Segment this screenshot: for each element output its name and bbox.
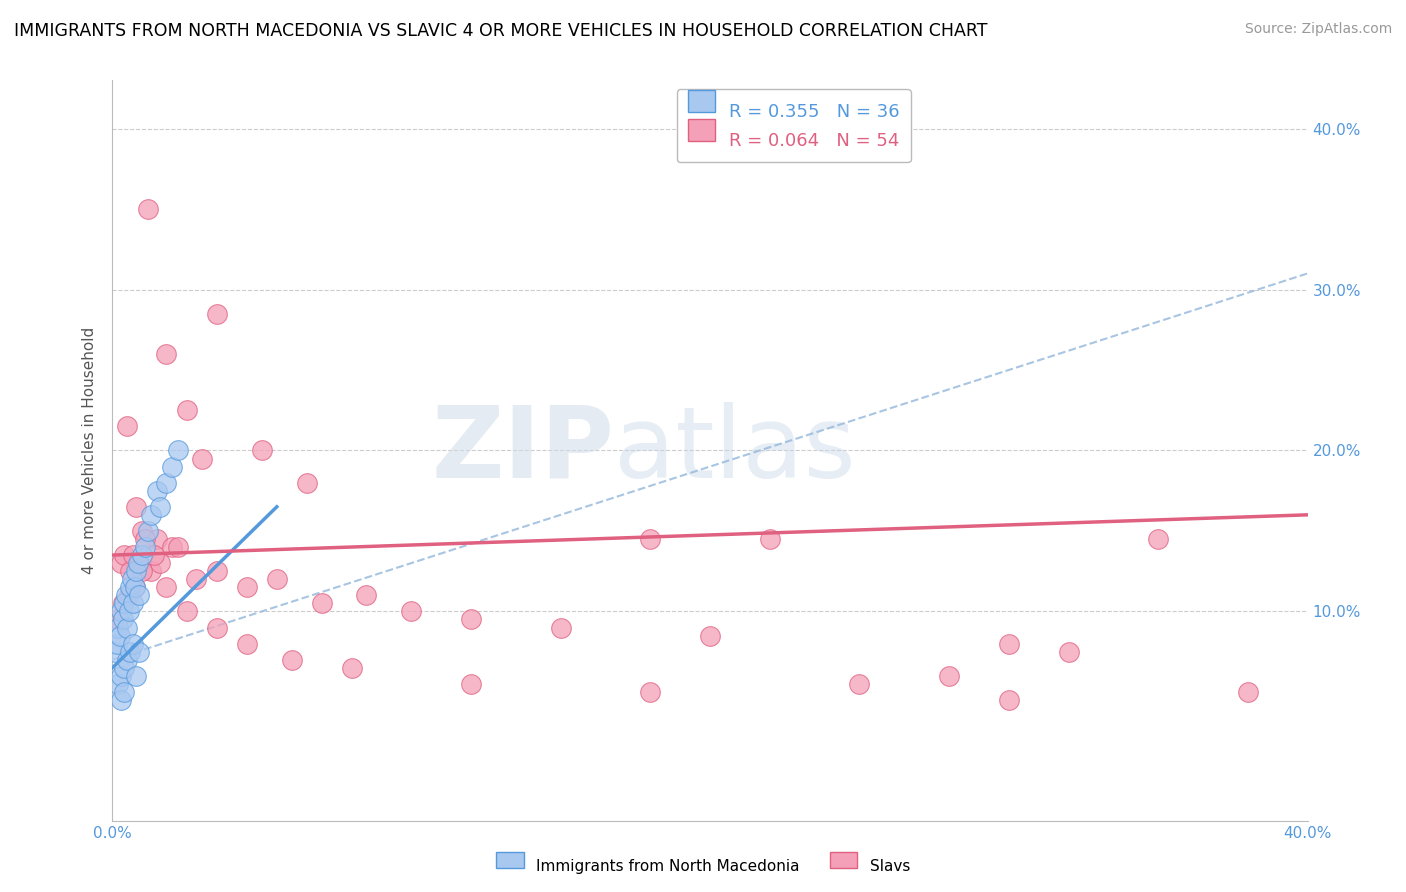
Point: [121, 572, 143, 586]
Point: [295, 475, 318, 490]
Point: [122, 548, 145, 562]
Point: [107, 620, 129, 634]
Point: [162, 459, 183, 474]
Point: [122, 596, 145, 610]
Point: [1237, 685, 1260, 699]
Point: [236, 580, 259, 594]
Point: [138, 202, 160, 216]
Point: [114, 661, 135, 675]
Point: [122, 637, 145, 651]
Point: [131, 564, 153, 578]
Point: [118, 588, 141, 602]
Point: [107, 677, 129, 691]
Point: [125, 564, 148, 578]
Point: [356, 588, 378, 602]
Point: [266, 572, 288, 586]
Point: [460, 612, 482, 626]
Point: [146, 483, 169, 498]
Point: [176, 403, 198, 417]
Point: [134, 532, 156, 546]
Point: [191, 451, 214, 466]
Point: [141, 564, 163, 578]
Point: [108, 628, 131, 642]
Point: [186, 572, 208, 586]
Legend: Immigrants from North Macedonia, Slavs: Immigrants from North Macedonia, Slavs: [489, 852, 917, 880]
Point: [640, 532, 662, 546]
Point: [236, 637, 259, 651]
Point: [117, 620, 139, 634]
Text: IMMIGRANTS FROM NORTH MACEDONIA VS SLAVIC 4 OR MORE VEHICLES IN HOUSEHOLD CORREL: IMMIGRANTS FROM NORTH MACEDONIA VS SLAVI…: [14, 22, 987, 40]
Point: [114, 685, 135, 699]
Point: [640, 685, 662, 699]
Point: [155, 475, 177, 490]
Point: [128, 588, 150, 602]
Point: [127, 556, 149, 570]
Point: [131, 548, 153, 562]
Point: [111, 612, 134, 626]
Point: [176, 604, 198, 618]
Point: [340, 661, 363, 675]
Point: [938, 669, 960, 683]
Point: [460, 677, 482, 691]
Point: [167, 443, 190, 458]
Point: [162, 540, 183, 554]
Point: [114, 548, 135, 562]
Point: [699, 628, 721, 642]
Point: [155, 347, 177, 361]
Point: [110, 669, 132, 683]
Point: [998, 693, 1021, 707]
Point: [114, 596, 135, 610]
Point: [167, 540, 190, 554]
Point: [115, 588, 138, 602]
Point: [125, 669, 148, 683]
Point: [205, 620, 228, 634]
Point: [205, 307, 228, 321]
Point: [107, 612, 129, 626]
Point: [117, 419, 139, 434]
Point: [110, 693, 132, 707]
Point: [311, 596, 333, 610]
Point: [131, 524, 153, 538]
Point: [205, 564, 228, 578]
Y-axis label: 4 or more Vehicles in Household: 4 or more Vehicles in Household: [82, 326, 97, 574]
Point: [138, 524, 160, 538]
Point: [550, 620, 572, 634]
Point: [111, 596, 134, 610]
Point: [110, 556, 132, 570]
Point: [134, 540, 156, 554]
Point: [401, 604, 423, 618]
Legend: R = 0.355   N = 36, R = 0.064   N = 54: R = 0.355 N = 36, R = 0.064 N = 54: [676, 89, 911, 162]
Point: [155, 580, 177, 594]
Point: [149, 500, 172, 514]
Point: [120, 580, 142, 594]
Point: [125, 500, 148, 514]
Point: [281, 653, 304, 667]
Point: [104, 645, 127, 659]
Point: [124, 580, 146, 594]
Point: [1147, 532, 1170, 546]
Point: [759, 532, 782, 546]
Point: [250, 443, 273, 458]
Point: [105, 637, 128, 651]
Point: [128, 645, 150, 659]
Point: [143, 548, 166, 562]
Point: [117, 653, 139, 667]
Point: [128, 556, 150, 570]
Point: [998, 637, 1021, 651]
Text: ZIP: ZIP: [432, 402, 614, 499]
Point: [141, 508, 163, 522]
Point: [149, 556, 172, 570]
Point: [118, 604, 141, 618]
Text: atlas: atlas: [614, 402, 856, 499]
Point: [1057, 645, 1080, 659]
Point: [110, 604, 132, 618]
Text: Source: ZipAtlas.com: Source: ZipAtlas.com: [1244, 22, 1392, 37]
Point: [146, 532, 169, 546]
Point: [848, 677, 870, 691]
Point: [124, 580, 146, 594]
Point: [120, 564, 142, 578]
Point: [120, 645, 142, 659]
